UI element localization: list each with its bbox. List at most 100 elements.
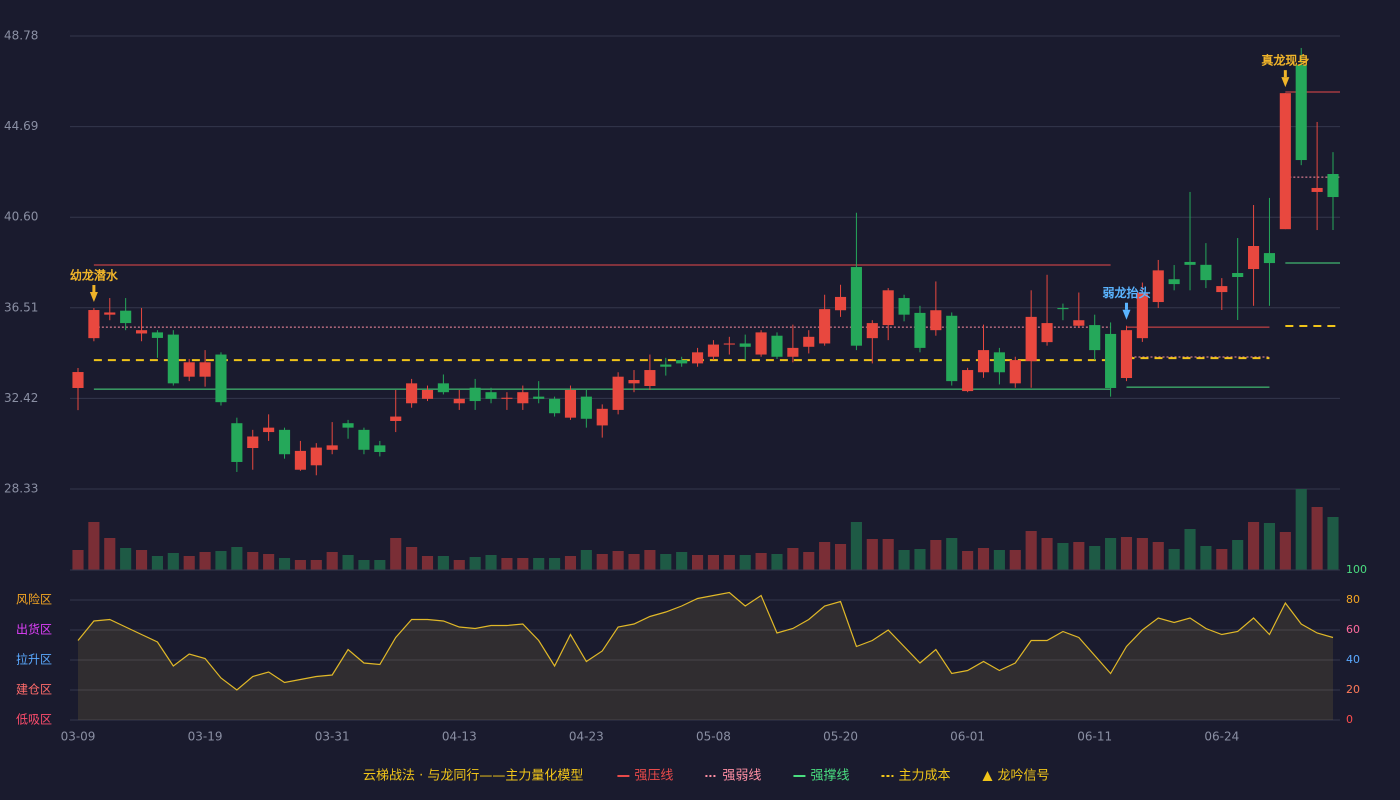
candle-body — [803, 336, 815, 347]
candle-body — [691, 352, 704, 364]
annotation: 真龙现身 — [1261, 53, 1309, 68]
volume-bar — [787, 548, 799, 570]
volume-bar — [691, 555, 704, 570]
candle-body — [866, 323, 878, 339]
signal-arrow — [1281, 77, 1290, 88]
volume-bar — [866, 539, 878, 570]
volume-bar — [1327, 517, 1339, 570]
y2-tick-label: 80 — [1346, 593, 1360, 606]
candle-body — [1263, 253, 1276, 264]
candle-body — [1327, 174, 1339, 198]
x-tick-label: 04-13 — [442, 730, 477, 744]
candle-body — [215, 354, 227, 403]
y-tick-label: 32.42 — [4, 391, 38, 405]
signal-arrow — [89, 292, 98, 303]
legend-label: 主力成本 — [898, 769, 950, 784]
volume-bar — [1263, 523, 1276, 570]
candle-body — [1248, 245, 1260, 270]
candle-body — [1232, 273, 1244, 278]
zone-label: 拉升区 — [16, 652, 52, 667]
legend-label: 强弱线 — [722, 769, 761, 784]
candle-body — [787, 347, 799, 357]
volume-bar — [628, 554, 640, 570]
candle-body — [469, 387, 481, 402]
volume-bar — [533, 558, 545, 570]
x-tick-label: 05-08 — [696, 730, 731, 744]
candle-body — [437, 383, 449, 393]
candle-body — [167, 334, 179, 384]
volume-bar — [723, 555, 735, 570]
candle-body — [1184, 261, 1196, 265]
volume-bar — [1009, 550, 1021, 570]
candle-body — [930, 310, 942, 331]
candle-body — [962, 370, 974, 392]
candle-body — [310, 447, 322, 466]
candle-body — [1105, 333, 1117, 388]
volume-bar — [1184, 529, 1196, 570]
candle-body — [1152, 270, 1164, 303]
volume-bar — [1248, 522, 1260, 570]
candle-body — [278, 429, 291, 455]
candle-body — [1279, 93, 1291, 230]
volume-bar — [485, 555, 497, 570]
y-tick-label: 36.51 — [4, 300, 38, 314]
candle-body — [183, 362, 195, 377]
volume-bar — [803, 552, 815, 570]
y2-tick-label: 0 — [1346, 713, 1353, 726]
volume-bar — [755, 553, 767, 570]
candle-body — [421, 389, 434, 399]
volume-bar — [1073, 542, 1085, 570]
volume-bar — [596, 554, 608, 570]
volume-bar — [1232, 540, 1244, 570]
candle-body — [755, 332, 767, 355]
candle-body — [882, 290, 894, 326]
x-tick-label: 06-01 — [950, 730, 985, 744]
volume-bar — [453, 560, 465, 570]
x-tick-label: 03-19 — [188, 730, 223, 744]
zone-label: 出货区 — [16, 622, 52, 637]
candle-body — [1089, 325, 1101, 351]
x-tick-label: 06-24 — [1204, 730, 1239, 744]
candle-body — [1311, 187, 1323, 192]
candle-body — [501, 397, 513, 399]
candle-body — [1073, 320, 1085, 326]
y-tick-label: 48.78 — [4, 29, 38, 43]
volume-bar — [549, 558, 561, 570]
candle-body — [1136, 292, 1148, 339]
volume-bar — [215, 551, 227, 570]
volume-bar — [247, 552, 259, 570]
volume-bar — [231, 547, 243, 570]
volume-bar — [898, 550, 910, 570]
candle-body — [517, 392, 529, 404]
volume-bar — [1120, 537, 1133, 570]
volume-bar — [183, 556, 195, 570]
candle-body — [453, 398, 465, 404]
candle-body — [358, 429, 370, 450]
volume-bar — [88, 522, 100, 570]
legend-title: 云梯战法 · 与龙同行——主力量化模型 — [363, 769, 583, 784]
candle-body — [1200, 264, 1212, 281]
volume-bar — [644, 550, 656, 570]
candle-body — [549, 398, 561, 414]
y-tick-label: 40.60 — [4, 210, 38, 224]
candle-body — [88, 310, 100, 339]
zone-label: 建仓区 — [16, 683, 52, 697]
volume-bar — [1311, 507, 1323, 570]
candle-body — [120, 310, 132, 324]
candle-body — [644, 370, 656, 386]
volume-bar — [1200, 546, 1212, 570]
volume-bar — [104, 538, 116, 570]
x-tick-label: 03-09 — [61, 730, 96, 744]
candle-body — [946, 315, 958, 382]
candle-body — [739, 343, 751, 347]
candle-body — [580, 396, 592, 419]
signal-arrow — [1122, 309, 1131, 320]
y2-tick-label: 100 — [1346, 563, 1367, 576]
y-tick-label: 28.33 — [4, 482, 38, 496]
volume-bar — [390, 538, 402, 570]
volume-bar — [120, 548, 132, 570]
signal-stem — [1124, 302, 1128, 310]
candle-body — [374, 445, 386, 453]
volume-bar — [310, 560, 322, 570]
